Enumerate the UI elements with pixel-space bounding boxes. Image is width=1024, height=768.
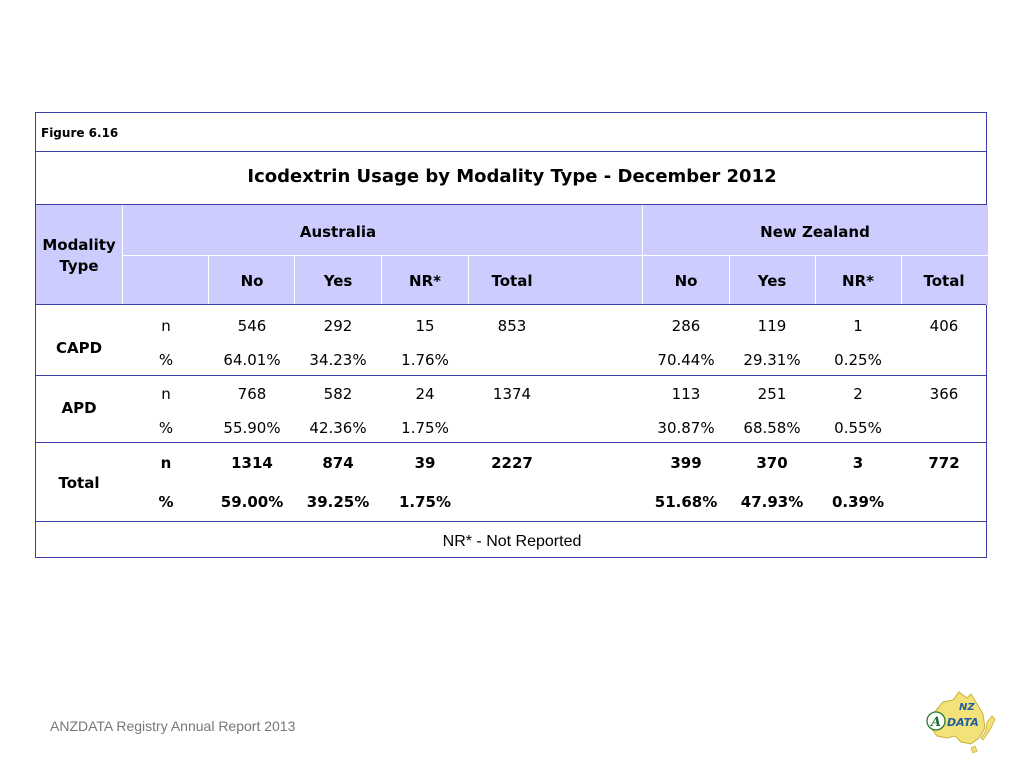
row-header-label: Modality Type [42, 236, 116, 275]
group-header-new-zealand: New Zealand [760, 223, 870, 241]
report-footer: ANZDATA Registry Annual Report 2013 [50, 718, 296, 734]
table-cell: 24 [415, 385, 435, 403]
svg-text:NZ: NZ [959, 702, 975, 713]
table-cell: 0.55% [834, 419, 882, 437]
table-cell: 2 [853, 385, 863, 403]
table-cell: 34.23% [309, 351, 367, 369]
table-cell: 286 [671, 317, 701, 335]
table-cell: 3 [852, 454, 864, 472]
figure-label: Figure 6.16 [41, 126, 119, 140]
table-cell: 582 [323, 385, 353, 403]
row-unit: % [158, 493, 174, 511]
column-header-row [123, 256, 988, 305]
table-cell: 29.31% [743, 351, 801, 369]
table-cell: 64.01% [223, 351, 281, 369]
page-title: Icodextrin Usage by Modality Type - Dece… [247, 166, 777, 187]
row-header-cell [36, 205, 122, 305]
row-unit: n [161, 385, 171, 403]
row-unit: % [158, 351, 174, 369]
table-cell: 68.58% [743, 419, 801, 437]
row-unit: n [160, 454, 172, 472]
group-header-australia: Australia [299, 223, 377, 241]
table-cell: 2227 [491, 454, 533, 472]
table-cell: 853 [497, 317, 527, 335]
table-cell: 119 [757, 317, 787, 335]
row-unit: % [158, 419, 174, 437]
table-cell: 59.00% [220, 493, 284, 511]
column-header-au-2: NR* [409, 272, 441, 290]
table-cell: 1.75% [398, 493, 452, 511]
table-cell: 1314 [231, 454, 273, 472]
table-cell: 366 [929, 385, 959, 403]
svg-text:A: A [929, 715, 941, 730]
table-cell: 51.68% [654, 493, 718, 511]
table-cell: 399 [670, 454, 702, 472]
row-label: Total [58, 474, 100, 492]
table-cell: 113 [671, 385, 701, 403]
table-cell: 874 [322, 454, 354, 472]
column-header-au-1: Yes [323, 272, 353, 290]
column-header-nz-0: No [674, 272, 698, 290]
row-label: CAPD [55, 339, 103, 357]
footnote: NR* - Not Reported [442, 533, 582, 550]
table-cell: 772 [928, 454, 960, 472]
table-cell: 70.44% [657, 351, 715, 369]
table-cell: 47.93% [740, 493, 804, 511]
table-cell: 1.76% [401, 351, 449, 369]
table-cell: 251 [757, 385, 787, 403]
table-cell: 1.75% [401, 419, 449, 437]
table-cell: 39.25% [306, 493, 370, 511]
table-cell: 55.90% [223, 419, 281, 437]
table-cell: 0.39% [831, 493, 885, 511]
column-header-nz-3: Total [923, 272, 965, 290]
table-cell: 768 [237, 385, 267, 403]
table-cell: 39 [414, 454, 436, 472]
table-cell: 546 [237, 317, 267, 335]
table-cell: 1374 [492, 385, 532, 403]
svg-text:DATA: DATA [947, 716, 979, 729]
row-label: APD [61, 399, 97, 417]
table-cell: 0.25% [834, 351, 882, 369]
table-cell: 406 [929, 317, 959, 335]
anzdata-logo: A NZ DATA [926, 691, 996, 754]
group-header-row [123, 205, 988, 255]
table-cell: 370 [756, 454, 788, 472]
column-header-nz-1: Yes [757, 272, 787, 290]
column-header-au-0: No [240, 272, 264, 290]
table-cell: 1 [853, 317, 863, 335]
column-header-au-3: Total [491, 272, 533, 290]
data-table: Figure 6.16 Icodextrin Usage by Modality… [35, 112, 988, 558]
table-cell: 292 [323, 317, 353, 335]
table-cell: 30.87% [657, 419, 715, 437]
table-cell: 15 [415, 317, 435, 335]
table-cell: 42.36% [309, 419, 367, 437]
column-header-nz-2: NR* [842, 272, 874, 290]
row-unit: n [161, 317, 171, 335]
